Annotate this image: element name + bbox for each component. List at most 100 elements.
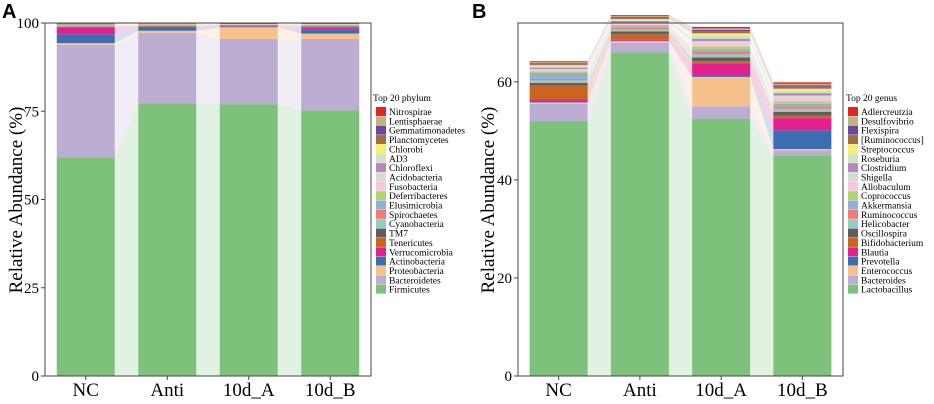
flow-band--ruminococcus-	[668, 18, 693, 34]
legend-label: Fusobacteria	[389, 183, 438, 193]
bar-segment-nc-allobaculum	[529, 70, 588, 72]
legend-label: [Ruminococcus]	[861, 136, 924, 146]
panel-b-letter: B	[472, 1, 486, 23]
legend-label: Ruminococcus	[861, 211, 918, 221]
flow-band-roseburia	[587, 20, 611, 68]
flow-band-coprococcus	[587, 24, 611, 74]
bar-segment-anti-lactobacillus	[610, 52, 669, 377]
bar-segment-anti-ruminococcus	[610, 27, 669, 30]
legend-swatch	[848, 144, 858, 154]
legend-label: Akkermansia	[861, 202, 912, 212]
bar-segment-nc-firmicutes	[56, 157, 115, 376]
bar-segment-10d-a-bacteroidetes	[219, 38, 278, 105]
bar-segment-anti-roseburia	[610, 20, 669, 22]
flow-band-shigella	[587, 22, 611, 71]
legend-label: Roseburia	[861, 155, 900, 165]
legend-swatch	[848, 191, 858, 201]
flow-band-cyanobacteria	[196, 25, 220, 26]
bar-segment-10d-a-blautia	[692, 63, 751, 76]
bar-segment-10d-a-bacteroides	[692, 106, 751, 119]
flow-band-cyanobacteria	[114, 25, 139, 27]
legend-label: Lentisphaerae	[389, 117, 442, 127]
flow-band-akkermansia	[750, 49, 774, 107]
flow-band-bifidobacterium	[750, 61, 774, 119]
bar-segment-nc-flexispira	[529, 63, 588, 65]
x-tick-label: 10d_A	[695, 380, 747, 401]
flow-band-flexispira	[668, 17, 693, 32]
flow-band-verrucomicrobia	[196, 26, 220, 28]
legend-swatch	[376, 284, 386, 294]
bar-segment-10d-b-desulfovibrio	[773, 83, 832, 86]
legend-label: Planctomycetes	[389, 136, 449, 146]
legend-label: Verrucomicrobia	[389, 248, 454, 258]
bar-segment-10d-a-firmicutes	[219, 104, 278, 376]
flow-band-cyanobacteria	[277, 25, 302, 27]
flow-band-adlercreutzia	[668, 15, 693, 29]
bar-segment-10d-b-coprococcus	[773, 101, 832, 104]
flow-band-shigella	[750, 41, 774, 99]
bar-segment-10d-b-prevotella	[773, 130, 832, 150]
x-tick-label: 10d_A	[223, 380, 275, 401]
flow-band-actinobacteria	[277, 26, 302, 34]
flow-band-spirochaetes	[114, 25, 139, 27]
bar-segment-10d-b-akkermansia	[773, 103, 832, 107]
x-tick-label: NC	[73, 380, 99, 401]
bar-segment-10d-a-shigella	[692, 41, 751, 44]
bar-segment-anti-desulfovibrio	[610, 16, 669, 18]
flow-band-tenericutes	[277, 25, 302, 28]
bar-segment-10d-a-proteobacteria	[219, 27, 278, 39]
bar-segment-anti-blautia	[610, 39, 669, 41]
bar-segment-anti-coprococcus	[610, 24, 669, 27]
bar-segment-anti-streptococcus	[610, 19, 669, 21]
y-tick-label: 50	[24, 193, 39, 209]
bar-segment-10d-a-oscillospira	[692, 57, 751, 62]
bar-segment-10d-a-roseburia	[692, 35, 751, 39]
flow-band-adlercreutzia	[750, 26, 774, 84]
legend-swatch	[376, 228, 386, 238]
bar-segment-10d-b-ruminococcus	[773, 106, 832, 109]
flow-band-akkermansia	[587, 26, 611, 79]
bar-segment-nc-proteobacteria	[56, 43, 115, 45]
flow-band-tm7	[114, 25, 139, 27]
y-tick-label: 0	[32, 369, 40, 385]
legend-swatch	[376, 125, 386, 135]
bar-segment-10d-a-clostridium	[692, 38, 751, 42]
flow-band-tenericutes	[114, 26, 139, 28]
flow-band-akkermansia	[668, 26, 693, 52]
legend-swatch	[376, 144, 386, 154]
flow-band-streptococcus	[587, 19, 611, 67]
bar-segment-anti-proteobacteria	[138, 30, 197, 33]
bar-segment-10d-b-tenericutes	[301, 26, 360, 28]
legend-label: Acidobacteria	[389, 173, 443, 183]
x-tick-label: Anti	[623, 380, 657, 401]
flow-band-elusimicrobia	[114, 24, 139, 26]
bar-segment-anti-enterococcus	[610, 41, 669, 43]
legend-label: TM7	[389, 230, 408, 240]
bar-segment-nc-prevotella	[529, 100, 588, 103]
bar-segment-10d-b-allobaculum	[773, 98, 832, 102]
legend-swatch	[376, 256, 386, 266]
legend-swatch	[376, 247, 386, 257]
flow-band-fusobacteria	[114, 24, 139, 26]
flow-band-actinobacteria	[196, 26, 220, 31]
bar-segment-nc-akkermansia	[529, 73, 588, 79]
y-tick-label: 20	[497, 271, 512, 287]
flow-band-tenericutes	[196, 25, 220, 27]
legend-swatch	[376, 153, 386, 163]
flow-band-elusimicrobia	[277, 24, 302, 26]
legend-label: Proteobacteria	[389, 267, 445, 277]
bar-segment-10d-b-bacteroidetes	[301, 38, 360, 111]
flow-band-verrucomicrobia	[277, 26, 302, 30]
bar-segment-anti-oscillospira	[610, 31, 669, 35]
flow-band-roseburia	[668, 20, 693, 39]
legend-swatch	[376, 191, 386, 201]
flow-band-bacteroidetes	[114, 32, 139, 158]
legend-label: Tenericutes	[389, 239, 433, 249]
flow-band-ruminococcus	[750, 51, 774, 109]
legend-label: Chlorobi	[389, 145, 423, 155]
legend-label: AD3	[389, 155, 408, 165]
bar-segment-nc-coprococcus	[529, 71, 588, 74]
panel-a-legend-title: Top 20 phylum	[373, 94, 432, 104]
flow-band-bacteroidetes	[277, 38, 302, 111]
